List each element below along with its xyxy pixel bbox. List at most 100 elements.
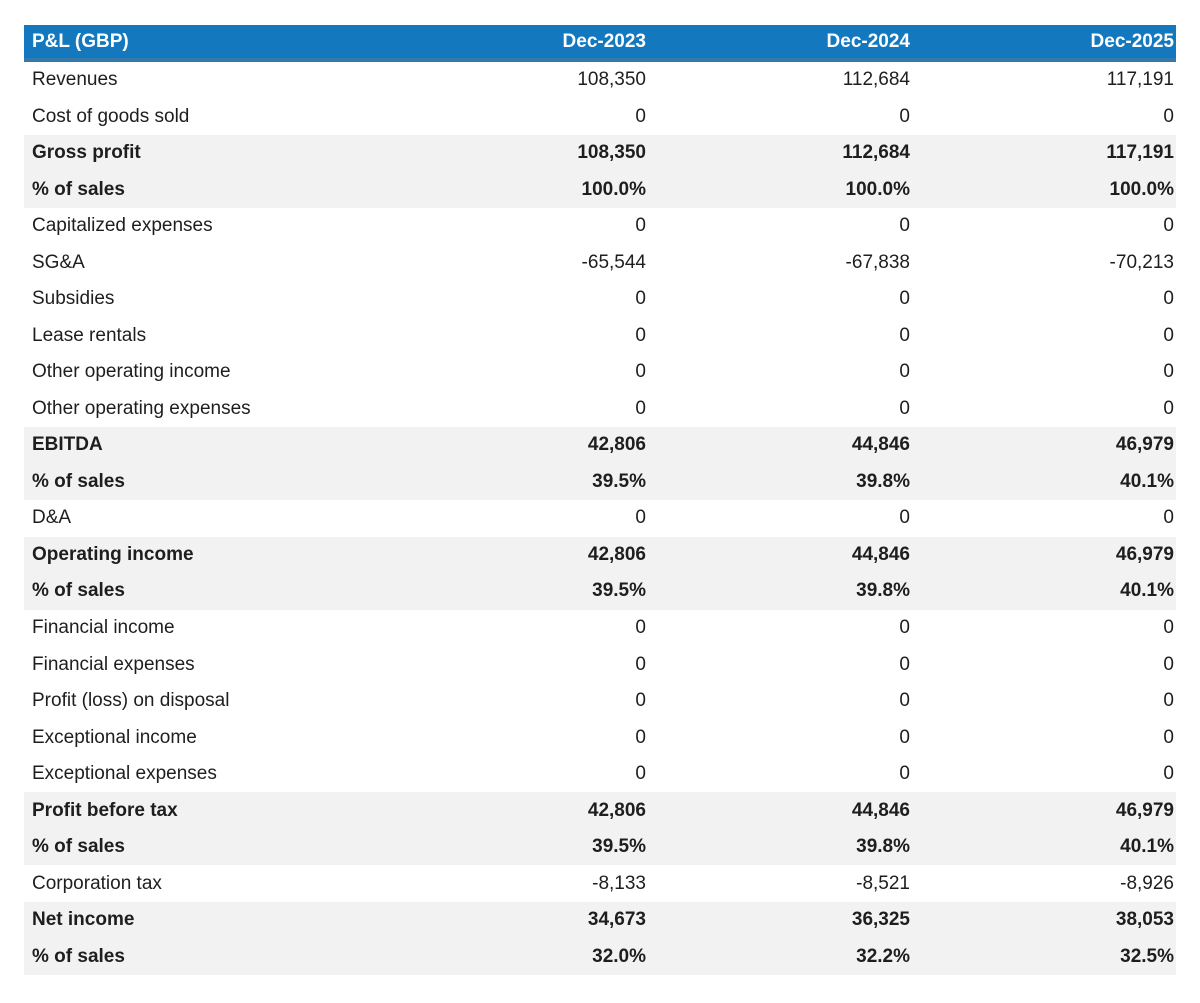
table-row: Lease rentals 0 0 0 bbox=[24, 318, 1176, 355]
row-value: 0 bbox=[635, 690, 646, 712]
row-label: D&A bbox=[32, 507, 72, 529]
row-label: Financial expenses bbox=[32, 653, 195, 675]
row-label: Profit before tax bbox=[32, 799, 178, 821]
table-row: Profit before tax 42,806 44,846 46,979 bbox=[24, 792, 1176, 829]
row-value: -8,521 bbox=[856, 872, 910, 894]
row-label: Capitalized expenses bbox=[32, 215, 213, 237]
row-value: 0 bbox=[899, 361, 910, 383]
row-value: 46,979 bbox=[1115, 543, 1174, 565]
row-value: 0 bbox=[635, 616, 646, 638]
row-value: 46,979 bbox=[1115, 434, 1174, 456]
row-value: 0 bbox=[1163, 397, 1174, 419]
row-label: % of sales bbox=[32, 945, 125, 967]
row-value: 46,979 bbox=[1115, 799, 1174, 821]
row-value: 0 bbox=[635, 726, 646, 748]
row-label: Exceptional expenses bbox=[32, 763, 217, 785]
row-value: 39.5% bbox=[592, 580, 646, 602]
row-value: 0 bbox=[899, 397, 910, 419]
row-value: 40.1% bbox=[1120, 836, 1174, 858]
row-value: 117,191 bbox=[1106, 142, 1174, 164]
row-label: Lease rentals bbox=[32, 324, 147, 346]
table-row: Financial income 0 0 0 bbox=[24, 610, 1176, 647]
table-row: Revenues 108,350 112,684 117,191 bbox=[24, 62, 1176, 99]
table-row: Other operating expenses 0 0 0 bbox=[24, 391, 1176, 428]
table-row: EBITDA 42,806 44,846 46,979 bbox=[24, 427, 1176, 464]
row-value: 0 bbox=[1163, 653, 1174, 675]
row-value: 100.0% bbox=[581, 178, 646, 200]
table-row: Subsidies 0 0 0 bbox=[24, 281, 1176, 318]
table-row: Gross profit 108,350 112,684 117,191 bbox=[24, 135, 1176, 172]
row-value: 0 bbox=[635, 105, 646, 127]
row-label: % of sales bbox=[32, 836, 125, 858]
row-value: 32.2% bbox=[856, 945, 910, 967]
table-row: Operating income 42,806 44,846 46,979 bbox=[24, 536, 1176, 574]
row-value: -67,838 bbox=[845, 251, 910, 273]
row-value: 0 bbox=[899, 105, 910, 127]
row-value: 39.5% bbox=[592, 836, 646, 858]
row-value: 0 bbox=[1163, 763, 1174, 785]
row-label: Corporation tax bbox=[32, 872, 162, 894]
table-row: % of sales 39.5% 39.8% 40.1% bbox=[24, 828, 1176, 866]
row-value: -8,926 bbox=[1120, 872, 1174, 894]
table-row: Other operating income 0 0 0 bbox=[24, 354, 1176, 391]
table-row: % of sales 32.0% 32.2% 32.5% bbox=[24, 938, 1176, 975]
row-label: Other operating expenses bbox=[32, 397, 251, 419]
row-value: 42,806 bbox=[587, 799, 646, 821]
row-value: 0 bbox=[899, 616, 910, 638]
row-value: 0 bbox=[635, 507, 646, 529]
row-value: 0 bbox=[1163, 507, 1174, 529]
row-value: 0 bbox=[899, 288, 910, 310]
table-header: P&L (GBP) Dec-2023 Dec-2024 Dec-2025 bbox=[24, 25, 1176, 62]
table-row: Exceptional expenses 0 0 0 bbox=[24, 756, 1176, 793]
row-label: % of sales bbox=[32, 580, 125, 602]
row-value: 39.8% bbox=[856, 470, 910, 492]
row-label: % of sales bbox=[32, 178, 125, 200]
row-value: 44,846 bbox=[851, 799, 910, 821]
column-header-dec-2023: Dec-2023 bbox=[562, 30, 646, 52]
row-value: 0 bbox=[899, 726, 910, 748]
row-value: 0 bbox=[635, 361, 646, 383]
table-row: Financial expenses 0 0 0 bbox=[24, 646, 1176, 683]
row-value: 0 bbox=[635, 397, 646, 419]
column-header-dec-2025: Dec-2025 bbox=[1090, 30, 1174, 52]
row-value: 39.8% bbox=[856, 580, 910, 602]
row-value: 0 bbox=[1163, 726, 1174, 748]
row-value: 34,673 bbox=[587, 909, 646, 931]
row-value: 0 bbox=[899, 653, 910, 675]
row-label: Exceptional income bbox=[32, 726, 197, 748]
row-label: Other operating income bbox=[32, 361, 231, 383]
row-value: 0 bbox=[635, 763, 646, 785]
row-label: % of sales bbox=[32, 470, 125, 492]
row-value: 0 bbox=[1163, 616, 1174, 638]
row-label: Operating income bbox=[32, 543, 194, 565]
table-row: % of sales 100.0% 100.0% 100.0% bbox=[24, 171, 1176, 209]
row-value: 0 bbox=[635, 215, 646, 237]
row-label: Revenues bbox=[32, 69, 118, 91]
row-value: 0 bbox=[899, 324, 910, 346]
row-value: 0 bbox=[899, 763, 910, 785]
table-row: SG&A -65,544 -67,838 -70,213 bbox=[24, 245, 1176, 282]
row-label: Financial income bbox=[32, 616, 175, 638]
row-value: 0 bbox=[899, 507, 910, 529]
row-value: 117,191 bbox=[1106, 69, 1174, 91]
row-label: Net income bbox=[32, 909, 135, 931]
row-value: 39.8% bbox=[856, 836, 910, 858]
row-value: 0 bbox=[635, 324, 646, 346]
row-value: 0 bbox=[1163, 105, 1174, 127]
table-row: Profit (loss) on disposal 0 0 0 bbox=[24, 683, 1176, 720]
row-value: -65,544 bbox=[581, 251, 646, 273]
row-value: 0 bbox=[1163, 690, 1174, 712]
table-row: D&A 0 0 0 bbox=[24, 500, 1176, 537]
row-value: 0 bbox=[899, 690, 910, 712]
pl-table: P&L (GBP) Dec-2023 Dec-2024 Dec-2025 Rev… bbox=[24, 25, 1176, 975]
row-value: 0 bbox=[1163, 361, 1174, 383]
row-value: 40.1% bbox=[1120, 470, 1174, 492]
row-value: 0 bbox=[635, 653, 646, 675]
row-value: 38,053 bbox=[1115, 909, 1174, 931]
row-label: Profit (loss) on disposal bbox=[32, 690, 230, 712]
row-value: 0 bbox=[899, 215, 910, 237]
table-row: % of sales 39.5% 39.8% 40.1% bbox=[24, 463, 1176, 501]
row-value: -8,133 bbox=[592, 872, 646, 894]
row-value: 100.0% bbox=[845, 178, 910, 200]
row-value: 100.0% bbox=[1109, 178, 1174, 200]
